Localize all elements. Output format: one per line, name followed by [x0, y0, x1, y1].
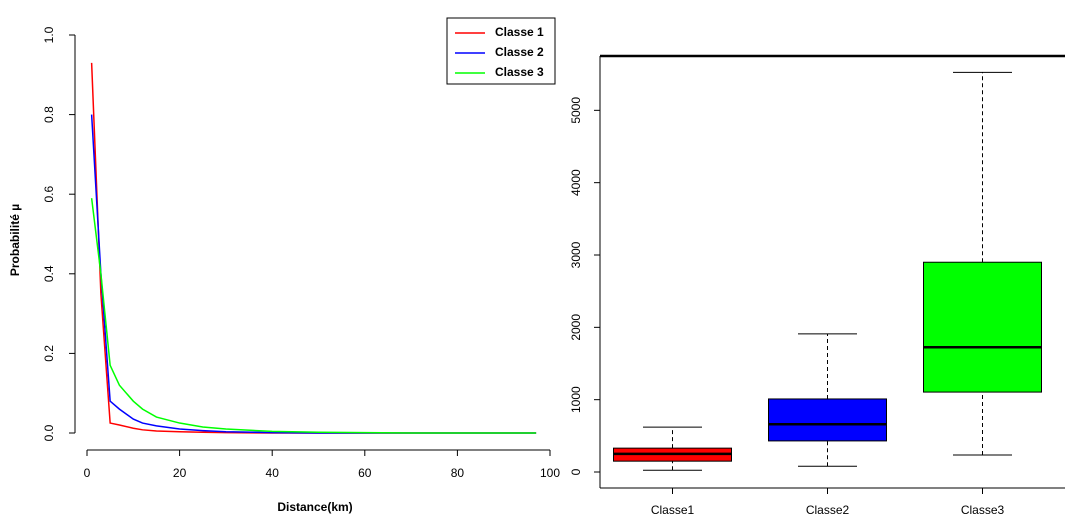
- x-tick-label: 100: [540, 466, 560, 480]
- box: [923, 261, 1042, 393]
- x-tick-label: Classe3: [961, 503, 1005, 517]
- y-tick-label: 3000: [569, 241, 583, 268]
- x-tick-label: 20: [173, 466, 187, 480]
- x-tick-label: 40: [266, 466, 280, 480]
- x-tick-label: 60: [358, 466, 372, 480]
- line-series: [90, 198, 537, 434]
- legend-label: Classe 3: [495, 65, 544, 79]
- y-tick-label: 1.0: [42, 26, 56, 43]
- x-tick-label: Classe1: [651, 503, 695, 517]
- line-series: [90, 62, 537, 434]
- y-tick-label: 4000: [569, 169, 583, 196]
- x-axis-label: Distance(km): [277, 500, 352, 514]
- y-tick-label: 5000: [569, 97, 583, 124]
- x-tick-label: 0: [84, 466, 91, 480]
- y-tick-label: 0.6: [42, 186, 56, 203]
- x-tick-label: 80: [451, 466, 465, 480]
- y-tick-label: 2000: [569, 314, 583, 341]
- y-tick-label: 0.2: [42, 345, 56, 362]
- legend-label: Classe 1: [495, 25, 544, 39]
- line-series: [90, 114, 537, 434]
- y-tick-label: 1000: [569, 386, 583, 413]
- legend-label: Classe 2: [495, 45, 544, 59]
- y-tick-label: 0: [569, 468, 583, 475]
- y-tick-label: 0.8: [42, 106, 56, 123]
- y-axis-label: Probabilité µ: [8, 204, 22, 276]
- box: [768, 398, 887, 442]
- y-tick-label: 0.4: [42, 265, 56, 282]
- x-tick-label: Classe2: [806, 503, 850, 517]
- y-tick-label: 0.0: [42, 424, 56, 441]
